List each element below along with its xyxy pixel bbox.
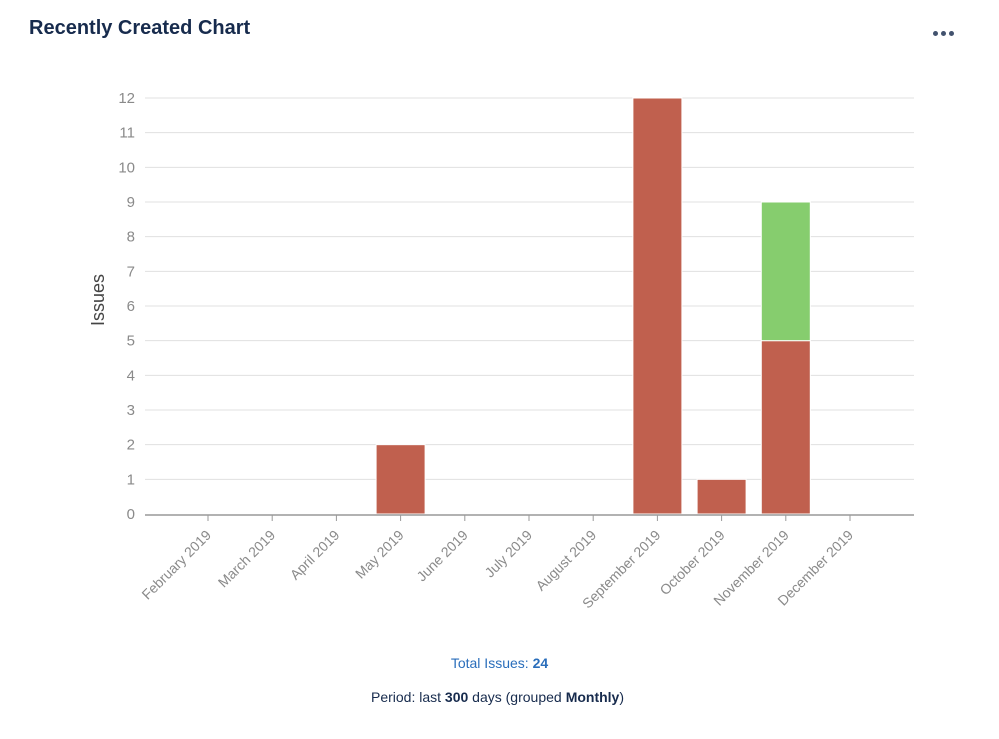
y-tick-label: 12 (118, 90, 135, 107)
bar-series-0-9[interactable] (760, 340, 811, 515)
x-axis-ticks: February 2019 March 2019 April 2019 May 201… (138, 515, 856, 611)
period-prefix: Period: last (370, 689, 442, 705)
y-tick-label: 1 (127, 471, 135, 488)
y-tick-label: 9 (127, 194, 135, 211)
bar-series-0-3[interactable] (375, 444, 426, 515)
y-tick-label: 8 (127, 229, 135, 246)
total-issues-label: Total Issues: (450, 655, 529, 671)
y-tick-label: 0 (127, 506, 135, 523)
bars (375, 97, 811, 515)
y-tick-label: 5 (127, 333, 135, 350)
total-issues-value: 24 (532, 655, 549, 671)
x-tick-label: June 2019 (413, 527, 471, 585)
y-tick-label: 4 (127, 367, 135, 384)
y-tick-label: 2 (127, 437, 135, 454)
x-tick-label: April 2019 (287, 527, 343, 583)
y-tick-label: 7 (127, 263, 135, 280)
y-axis-label: Issues (88, 274, 108, 326)
period-grouping: Monthly (565, 689, 620, 705)
period-mid: days (grouped (472, 689, 562, 705)
period-suffix: ) (619, 689, 625, 705)
period-summary: Period: last 300 days (grouped Monthly) (0, 689, 995, 705)
bar-series-0-7[interactable] (632, 97, 683, 515)
y-tick-label: 3 (127, 402, 135, 419)
x-tick-label: August 2019 (532, 527, 599, 594)
x-tick-label: February 2019 (138, 527, 214, 603)
x-tick-label: July 2019 (481, 527, 535, 581)
period-days: 300 (444, 689, 469, 705)
bar-series-1-9[interactable] (760, 201, 811, 342)
page-title: Recently Created Chart (29, 17, 251, 39)
more-options-button[interactable] (925, 16, 961, 44)
y-tick-label: 6 (127, 298, 135, 315)
total-issues[interactable]: Total Issues: 24 (0, 655, 999, 671)
x-tick-label: May 2019 (352, 527, 407, 582)
x-tick-label: March 2019 (215, 527, 279, 591)
y-tick-label: 11 (119, 125, 135, 142)
bar-series-0-8[interactable] (696, 478, 747, 515)
y-tick-label: 10 (118, 159, 135, 176)
x-tick-label: October 2019 (656, 527, 727, 598)
more-horizontal-icon (932, 20, 954, 48)
